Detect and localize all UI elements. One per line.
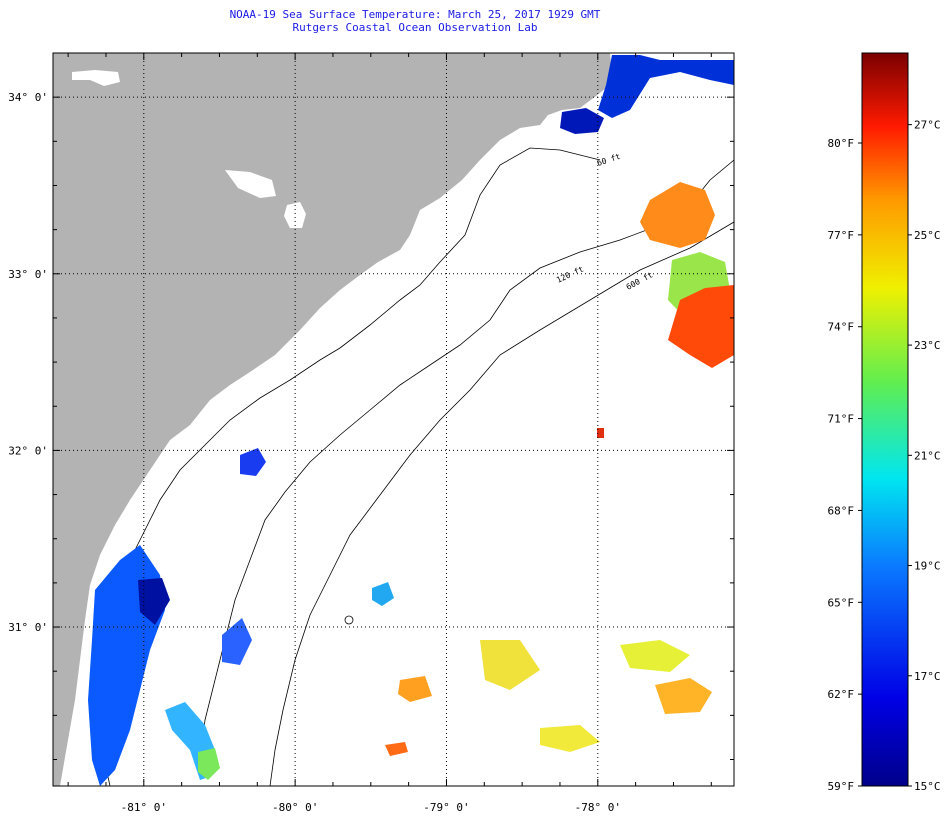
colorbar [861,52,909,787]
colorbar-c-label: 25°C [914,229,941,242]
lon-tick-label: -81° 0' [121,801,167,814]
lon-tick-label: -79° 0' [423,801,469,814]
lat-tick-label: 32° 0' [8,444,48,457]
sst-patch-orange-blip [385,742,408,756]
colorbar-labels: 80°F 77°F 74°F 71°F 68°F 65°F 62°F 59°F 27°C 25°C… [828,119,941,793]
land-lake [72,70,120,86]
lat-tick-label: 34° 0' [8,91,48,104]
colorbar-f-label: 80°F [828,137,855,150]
sst-patch-yellow-se [540,725,600,752]
sst-patch-blue-mid [222,618,252,665]
sst-patch-orange-se [655,678,712,714]
colorbar-f-label: 74°F [828,321,855,334]
colorbar-c-label: 15°C [914,780,941,793]
lon-tick-label: -80° 0' [272,801,318,814]
sst-patch-cyan-mid [372,582,394,606]
sst-patch-yellow-south [480,640,540,690]
colorbar-f-label: 71°F [828,413,855,426]
colorbar-f-label: 65°F [828,596,855,609]
land-mass [53,53,612,786]
sst-patch-hot-east [668,285,734,368]
colorbar-c-label: 27°C [914,119,941,132]
colorbar-f-label: 68°F [828,504,855,517]
lon-tick-label: -78° 0' [575,801,621,814]
graticule [53,53,734,786]
sst-patch-green-sw [198,748,220,780]
colorbar-c-label: 19°C [914,560,941,573]
sst-patch-red-dot [597,428,604,438]
colorbar-f-label: 77°F [828,229,855,242]
colorbar-f-label: 59°F [828,780,855,793]
map-frame [52,52,735,787]
colorbar-c-label: 17°C [914,670,941,683]
sst-patch-cold-north [598,55,734,118]
axis-labels: -81° 0' -80° 0' -79° 0' -78° 0' 34° 0' 33° 0'… [8,52,734,814]
colorbar-f-label: 62°F [828,688,855,701]
map-subtitle: Rutgers Coastal Ocean Observation Lab [292,21,538,34]
sst-patch-orange-south [398,676,432,702]
sst-patch-dark-coast [138,578,170,625]
colorbar-c-label: 23°C [914,339,941,352]
contour-600ft [269,221,734,786]
sst-patch-cold-cape [560,108,604,134]
land-lake [225,170,276,198]
sst-patch-cold-small [240,448,266,476]
contour-120ft [199,159,734,761]
colorbar-c-label: 21°C [914,449,941,462]
contour-small-ring [344,615,354,625]
lat-tick-label: 33° 0' [8,268,48,281]
sst-patch-yellow-east [620,640,690,672]
sst-patch-warm-ne [640,182,715,248]
land-lake [284,202,306,228]
lat-tick-label: 31° 0' [8,621,48,634]
map-title: NOAA-19 Sea Surface Temperature: March 2… [229,8,601,21]
